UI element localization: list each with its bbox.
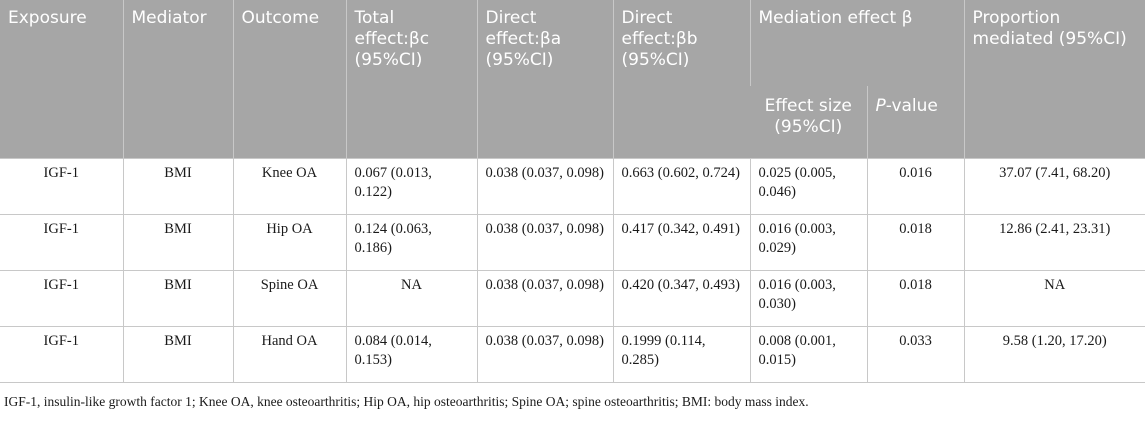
cell-proportion: 37.07 (7.41, 68.20) xyxy=(963,158,1145,215)
header-outcome: Outcome xyxy=(232,0,346,159)
cell-outcome: Hip OA xyxy=(232,214,346,271)
cell-outcome: Spine OA xyxy=(232,270,346,327)
cell-direct-a: 0.038 (0.037, 0.098) xyxy=(476,270,613,327)
mediation-table: Exposure Mediator Outcome Total effect:β… xyxy=(0,0,1145,383)
header-p-italic: P xyxy=(875,96,886,116)
table-row: IGF-1 BMI Hand OA 0.084 (0.014, 0.153) 0… xyxy=(0,326,1145,383)
cell-mediator: BMI xyxy=(122,214,233,271)
table-body: IGF-1 BMI Knee OA 0.067 (0.013, 0.122) 0… xyxy=(0,158,1145,383)
cell-proportion: NA xyxy=(963,270,1145,327)
cell-effect: 0.016 (0.003, 0.029) xyxy=(749,214,867,271)
cell-outcome: Hand OA xyxy=(232,326,346,383)
header-total-effect: Total effect:βc (95%CI) xyxy=(345,0,477,159)
header-effect-size: Effect size (95%CI) xyxy=(750,86,867,159)
table-footnote: IGF-1, insulin-like growth factor 1; Kne… xyxy=(4,394,809,409)
header-proportion: Proportion mediated (95%CI) xyxy=(963,0,1145,159)
cell-direct-b: 0.420 (0.347, 0.493) xyxy=(612,270,750,327)
cell-total: 0.124 (0.063, 0.186) xyxy=(345,214,477,271)
cell-effect: 0.016 (0.003, 0.030) xyxy=(749,270,867,327)
header-exposure: Exposure xyxy=(0,0,123,159)
cell-direct-a: 0.038 (0.037, 0.098) xyxy=(476,326,613,383)
cell-total: NA xyxy=(345,270,477,327)
cell-direct-a: 0.038 (0.037, 0.098) xyxy=(476,214,613,271)
table-row: IGF-1 BMI Hip OA 0.124 (0.063, 0.186) 0.… xyxy=(0,214,1145,271)
table-row: IGF-1 BMI Spine OA NA 0.038 (0.037, 0.09… xyxy=(0,270,1145,327)
cell-outcome: Knee OA xyxy=(232,158,346,215)
cell-mediator: BMI xyxy=(122,326,233,383)
cell-direct-b: 0.1999 (0.114, 0.285) xyxy=(612,326,750,383)
cell-exposure: IGF-1 xyxy=(0,270,123,327)
header-p-rest: -value xyxy=(885,96,938,116)
cell-total: 0.067 (0.013, 0.122) xyxy=(345,158,477,215)
cell-direct-b: 0.417 (0.342, 0.491) xyxy=(612,214,750,271)
cell-proportion: 12.86 (2.41, 23.31) xyxy=(963,214,1145,271)
header-direct-b: Direct effect:βb (95%CI) xyxy=(612,0,750,159)
cell-direct-a: 0.038 (0.037, 0.098) xyxy=(476,158,613,215)
cell-exposure: IGF-1 xyxy=(0,158,123,215)
cell-exposure: IGF-1 xyxy=(0,214,123,271)
cell-mediator: BMI xyxy=(122,158,233,215)
cell-p: 0.016 xyxy=(866,158,965,215)
cell-p: 0.018 xyxy=(866,270,965,327)
cell-p: 0.018 xyxy=(866,214,965,271)
header-mediator: Mediator xyxy=(122,0,233,159)
header-direct-a: Direct effect:βa (95%CI) xyxy=(476,0,613,159)
cell-effect: 0.025 (0.005, 0.046) xyxy=(749,158,867,215)
cell-exposure: IGF-1 xyxy=(0,326,123,383)
cell-effect: 0.008 (0.001, 0.015) xyxy=(749,326,867,383)
cell-p: 0.033 xyxy=(866,326,965,383)
cell-proportion: 9.58 (1.20, 17.20) xyxy=(963,326,1145,383)
header-mediation-effect: Mediation effect β xyxy=(749,0,965,86)
cell-direct-b: 0.663 (0.602, 0.724) xyxy=(612,158,750,215)
header-p-value: P-value xyxy=(866,86,965,159)
cell-total: 0.084 (0.014, 0.153) xyxy=(345,326,477,383)
table-row: IGF-1 BMI Knee OA 0.067 (0.013, 0.122) 0… xyxy=(0,158,1145,215)
cell-mediator: BMI xyxy=(122,270,233,327)
